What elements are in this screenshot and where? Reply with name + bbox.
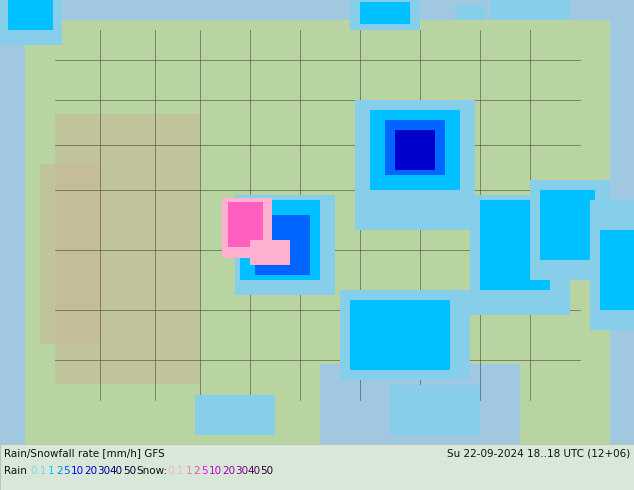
- Text: 50: 50: [261, 466, 274, 476]
- Bar: [250, 240, 290, 265]
- Text: 30: 30: [235, 466, 248, 476]
- Bar: [350, 300, 450, 370]
- Text: 5: 5: [63, 466, 70, 476]
- Text: 5: 5: [201, 466, 208, 476]
- Text: 2: 2: [56, 466, 62, 476]
- Bar: [40, 164, 100, 344]
- Text: Su 22-09-2024 18..18 UTC (12+06): Su 22-09-2024 18..18 UTC (12+06): [447, 448, 630, 458]
- Bar: [0, 444, 634, 490]
- Text: 10: 10: [209, 466, 222, 476]
- Bar: [235, 195, 335, 295]
- Bar: [530, 180, 610, 280]
- Bar: [455, 5, 485, 20]
- Bar: [385, 120, 445, 175]
- Bar: [222, 198, 272, 258]
- Text: 30: 30: [97, 466, 110, 476]
- Bar: [350, 0, 420, 30]
- Bar: [540, 190, 595, 260]
- Bar: [360, 2, 410, 24]
- Bar: [240, 200, 320, 280]
- Text: Rain: Rain: [4, 466, 27, 476]
- Bar: [370, 110, 460, 190]
- Text: 40: 40: [110, 466, 123, 476]
- Bar: [480, 200, 550, 290]
- Bar: [355, 100, 475, 230]
- Text: Rain/Snowfall rate [mm/h] GFS: Rain/Snowfall rate [mm/h] GFS: [4, 448, 165, 458]
- Bar: [320, 364, 520, 444]
- Bar: [470, 195, 570, 315]
- Bar: [490, 0, 570, 20]
- Text: Snow:: Snow:: [137, 466, 168, 476]
- Bar: [55, 114, 200, 384]
- Bar: [255, 215, 310, 275]
- Bar: [590, 200, 634, 330]
- Text: 2: 2: [193, 466, 200, 476]
- Text: 20: 20: [84, 466, 97, 476]
- Text: 1: 1: [48, 466, 55, 476]
- Bar: [395, 130, 435, 170]
- Bar: [0, 0, 25, 444]
- Bar: [0, 0, 62, 45]
- Bar: [0, 0, 634, 20]
- Bar: [390, 132, 450, 192]
- Bar: [600, 230, 634, 310]
- Text: 40: 40: [248, 466, 261, 476]
- Text: 10: 10: [71, 466, 84, 476]
- Text: 20: 20: [222, 466, 235, 476]
- Text: 0.1: 0.1: [30, 466, 46, 476]
- Bar: [8, 0, 53, 30]
- Bar: [228, 202, 263, 247]
- Bar: [610, 0, 634, 444]
- Bar: [340, 290, 470, 380]
- Text: 0.1: 0.1: [168, 466, 184, 476]
- Text: 50: 50: [123, 466, 136, 476]
- Bar: [195, 395, 275, 435]
- Bar: [390, 385, 480, 435]
- Text: 1: 1: [186, 466, 193, 476]
